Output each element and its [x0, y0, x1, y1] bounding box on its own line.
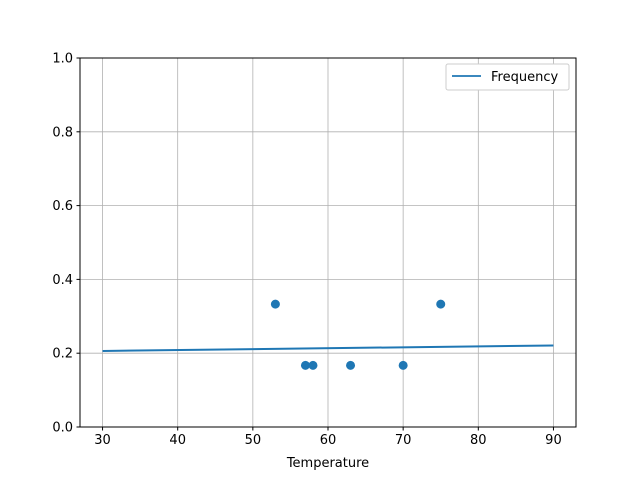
frequency-line	[102, 344, 554, 352]
x-axis-label: Temperature	[286, 456, 369, 471]
scatter-point	[308, 360, 318, 370]
y-tick-label: 1.0	[52, 52, 73, 67]
x-tick-label: 30	[94, 433, 111, 448]
scatter-point	[270, 299, 280, 309]
y-tick-label: 0.6	[52, 199, 73, 214]
scatter-point	[346, 360, 356, 370]
grid	[80, 57, 576, 428]
scatter-point	[398, 360, 408, 370]
x-tick-label: 40	[169, 433, 186, 448]
x-tick-label: 60	[320, 433, 337, 448]
x-tick-label: 70	[395, 433, 412, 448]
x-tick-label: 90	[545, 433, 562, 448]
marks	[102, 299, 554, 370]
x-tick-label: 50	[245, 433, 262, 448]
scatter-point	[436, 299, 446, 309]
legend: Frequency	[445, 63, 570, 91]
x-tick-label: 80	[470, 433, 487, 448]
y-tick-label: 0.2	[52, 347, 73, 362]
y-tick-label: 0.8	[52, 125, 73, 140]
ticks: 30 40 50 60 70 80 90 0.0 0.2 0.4 0.6 0.8 1.0	[52, 52, 561, 449]
y-tick-label: 0.0	[52, 421, 73, 436]
y-tick-label: 0.4	[52, 273, 73, 288]
scatter-point	[300, 360, 310, 370]
legend-box	[445, 63, 570, 91]
legend-label: Frequency	[491, 70, 558, 85]
